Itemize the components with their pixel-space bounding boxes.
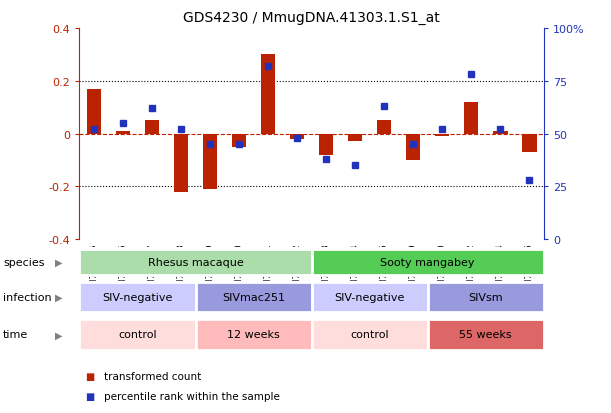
Bar: [522, 134, 536, 153]
Text: 55 weeks: 55 weeks: [459, 330, 512, 339]
FancyBboxPatch shape: [428, 319, 544, 350]
Bar: [464, 103, 478, 134]
Text: Sooty mangabey: Sooty mangabey: [381, 257, 475, 267]
Text: control: control: [350, 330, 389, 339]
Text: Rhesus macaque: Rhesus macaque: [148, 257, 243, 267]
Title: GDS4230 / MmugDNA.41303.1.S1_at: GDS4230 / MmugDNA.41303.1.S1_at: [183, 11, 440, 25]
Text: time: time: [3, 330, 28, 339]
Text: percentile rank within the sample: percentile rank within the sample: [104, 392, 280, 401]
FancyBboxPatch shape: [312, 249, 544, 275]
Text: SIVsm: SIVsm: [469, 292, 503, 302]
FancyBboxPatch shape: [312, 282, 428, 313]
Bar: [87, 90, 101, 134]
Bar: [115, 132, 130, 134]
FancyBboxPatch shape: [79, 319, 196, 350]
Text: 12 weeks: 12 weeks: [227, 330, 280, 339]
FancyBboxPatch shape: [312, 319, 428, 350]
Text: control: control: [118, 330, 157, 339]
Bar: [377, 121, 392, 134]
Text: ■: ■: [86, 392, 95, 401]
Bar: [406, 134, 420, 161]
Bar: [319, 134, 334, 155]
Text: SIVmac251: SIVmac251: [222, 292, 285, 302]
Text: SIV-negative: SIV-negative: [334, 292, 405, 302]
Bar: [348, 134, 362, 142]
Text: ▶: ▶: [55, 257, 62, 267]
Bar: [232, 134, 246, 147]
Bar: [145, 121, 159, 134]
Bar: [493, 132, 508, 134]
Text: ■: ■: [86, 371, 95, 381]
Bar: [435, 134, 450, 137]
FancyBboxPatch shape: [196, 282, 312, 313]
Bar: [203, 134, 218, 190]
Bar: [261, 55, 276, 134]
FancyBboxPatch shape: [196, 319, 312, 350]
FancyBboxPatch shape: [79, 249, 312, 275]
Bar: [174, 134, 188, 192]
Text: infection: infection: [3, 292, 52, 302]
Bar: [290, 134, 304, 140]
Text: ▶: ▶: [55, 330, 62, 339]
Text: species: species: [3, 257, 45, 267]
FancyBboxPatch shape: [428, 282, 544, 313]
Text: SIV-negative: SIV-negative: [102, 292, 173, 302]
Text: transformed count: transformed count: [104, 371, 201, 381]
FancyBboxPatch shape: [79, 282, 196, 313]
Text: ▶: ▶: [55, 292, 62, 302]
